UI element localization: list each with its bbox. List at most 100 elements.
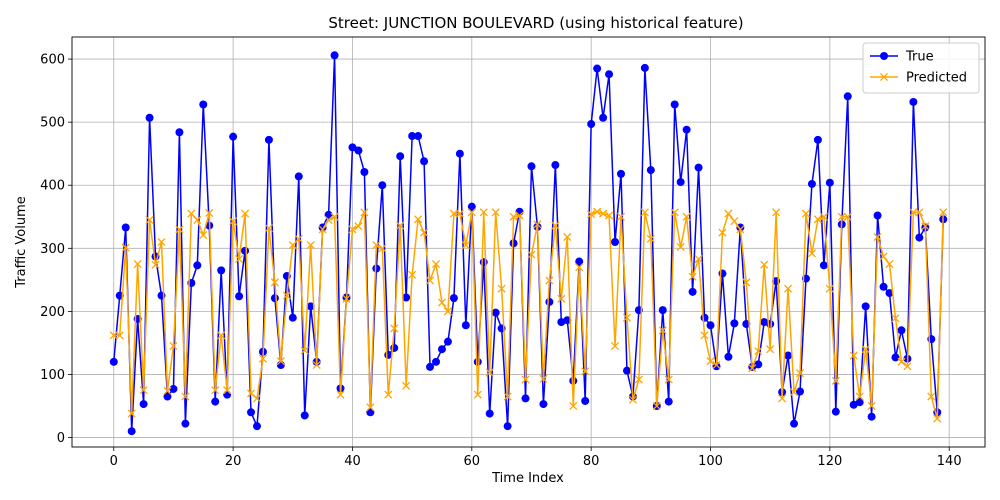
data-point	[748, 364, 757, 373]
data-point	[646, 234, 655, 243]
data-point	[760, 260, 769, 269]
series-layer	[109, 51, 948, 436]
data-point	[372, 264, 381, 273]
data-point	[545, 276, 554, 285]
data-point	[664, 397, 673, 406]
axis-ticks: 0 20 40 60 80 100 120 140 0 100 200 300 400 500 600	[40, 53, 961, 469]
data-point	[640, 208, 649, 217]
data-point	[414, 215, 423, 224]
x-tick-label: 100	[698, 454, 723, 469]
y-tick-label: 200	[40, 305, 65, 320]
data-point	[217, 331, 226, 340]
data-point	[843, 92, 852, 101]
data-point	[181, 392, 190, 401]
data-point	[348, 225, 357, 234]
data-point	[610, 342, 620, 351]
data-point	[915, 233, 924, 242]
data-point	[664, 375, 673, 384]
data-point	[861, 302, 870, 311]
data-point	[611, 238, 620, 246]
data-point	[742, 320, 751, 328]
data-point	[449, 209, 458, 218]
data-point	[330, 212, 339, 221]
data-point	[867, 412, 876, 421]
data-point	[175, 128, 184, 137]
data-point	[366, 408, 375, 417]
data-point	[766, 320, 775, 328]
data-point	[199, 231, 208, 240]
data-point	[670, 208, 679, 217]
data-point	[491, 208, 500, 217]
data-point	[396, 152, 405, 161]
data-point	[921, 222, 930, 231]
data-point	[354, 146, 363, 155]
y-axis-label: Traffic Volume	[14, 196, 29, 289]
data-point	[193, 215, 202, 224]
data-point	[294, 234, 303, 243]
data-point	[384, 390, 393, 399]
data-point	[497, 284, 506, 293]
data-point	[235, 292, 244, 301]
data-point	[509, 239, 518, 248]
series-1	[109, 207, 948, 423]
data-point	[891, 353, 900, 362]
data-point	[849, 400, 858, 409]
x-tick-label: 60	[464, 454, 481, 469]
data-point	[891, 314, 900, 323]
data-point	[420, 157, 429, 166]
data-point	[724, 352, 733, 361]
data-point	[276, 357, 285, 366]
data-point	[241, 246, 250, 255]
data-point	[939, 208, 948, 217]
data-point	[563, 316, 572, 325]
data-point	[240, 209, 250, 218]
data-point	[127, 427, 136, 436]
data-point	[229, 132, 238, 141]
data-point	[801, 209, 811, 218]
data-point	[145, 215, 154, 224]
data-point	[903, 362, 912, 371]
y-tick-label: 600	[40, 53, 65, 68]
y-tick-label: 100	[40, 368, 65, 383]
data-point	[533, 220, 542, 229]
data-point	[252, 394, 262, 403]
data-point	[390, 324, 399, 333]
x-tick-label: 80	[583, 454, 600, 469]
data-point	[521, 394, 530, 403]
data-point	[616, 212, 626, 221]
data-point	[796, 387, 805, 396]
data-point	[658, 326, 667, 335]
data-point	[461, 241, 470, 250]
data-point	[324, 215, 333, 224]
legend-entry-label: Predicted	[906, 71, 967, 86]
data-point	[933, 414, 942, 423]
data-point	[342, 294, 351, 303]
data-point	[915, 208, 924, 217]
legend-entry-label: True	[905, 50, 934, 65]
data-point	[163, 386, 172, 395]
data-point	[432, 357, 441, 366]
data-point	[694, 163, 703, 172]
data-point	[437, 345, 446, 354]
data-point	[795, 369, 805, 378]
data-point	[551, 221, 560, 230]
plot-frame	[71, 36, 986, 448]
data-point	[742, 278, 751, 287]
data-point	[169, 342, 178, 351]
data-point	[485, 368, 494, 377]
data-point	[515, 211, 524, 220]
data-point	[766, 345, 775, 354]
data-point	[670, 100, 679, 109]
data-point	[163, 392, 172, 401]
legend: True Predicted	[862, 42, 980, 94]
data-point	[569, 376, 578, 385]
data-point	[408, 270, 417, 279]
data-point	[354, 222, 363, 231]
data-point	[390, 343, 399, 352]
data-point	[425, 276, 435, 285]
data-point	[527, 162, 536, 171]
data-point	[545, 297, 554, 306]
data-point	[825, 178, 834, 187]
data-point	[211, 397, 220, 406]
data-point	[587, 120, 596, 129]
